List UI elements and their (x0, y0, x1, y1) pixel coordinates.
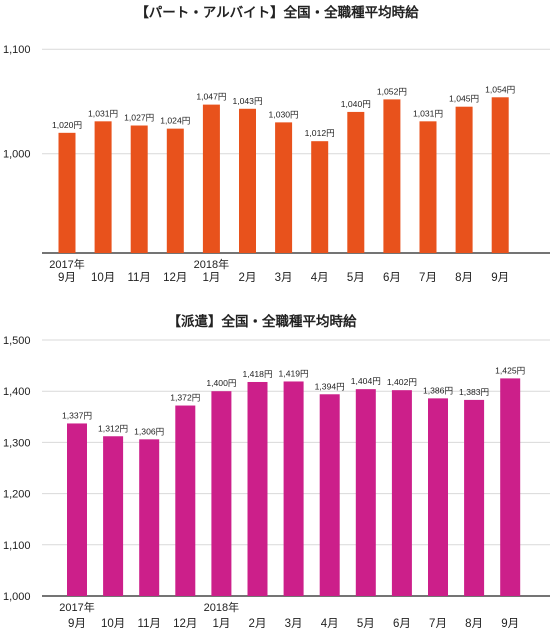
data-label: 1,418円 (242, 369, 272, 379)
bar (428, 398, 448, 596)
year-label: 2017年 (59, 600, 94, 614)
x-tick-label: 6月 (393, 618, 411, 630)
bar (103, 436, 124, 596)
y-tick-label: 1,000 (3, 149, 31, 161)
x-tick-label: 2月 (239, 272, 257, 284)
x-tick-label: 11月 (127, 272, 150, 284)
x-tick-label: 11月 (137, 618, 160, 630)
y-tick-label: 1,000 (3, 591, 31, 603)
data-label: 1,031円 (88, 108, 118, 118)
y-tick-label: 1,400 (3, 386, 31, 398)
bar (283, 381, 304, 596)
x-tick-label: 2月 (249, 618, 267, 630)
x-tick-label: 9月 (491, 272, 509, 284)
x-tick-label: 5月 (357, 618, 375, 630)
y-tick-label: 1,100 (3, 540, 31, 552)
x-tick-label: 8月 (455, 272, 473, 284)
data-label: 1,419円 (279, 368, 309, 378)
data-label: 1,024円 (160, 116, 190, 126)
data-label: 1,045円 (449, 94, 479, 104)
bar (355, 389, 376, 596)
y-tick-label: 1,200 (3, 489, 31, 501)
data-label: 1,043円 (232, 96, 262, 106)
bar (455, 106, 473, 253)
data-label: 1,030円 (269, 109, 299, 119)
bar (166, 128, 184, 253)
bar (130, 125, 148, 253)
data-label: 1,040円 (341, 99, 371, 109)
bar (247, 381, 268, 596)
x-tick-label: 12月 (173, 618, 197, 630)
bar (211, 391, 232, 596)
x-tick-label: 9月 (58, 272, 76, 284)
data-label: 1,306円 (134, 426, 164, 436)
data-label: 1,372円 (170, 393, 200, 403)
year-label: 2017年 (49, 257, 84, 271)
bar (491, 97, 509, 253)
data-label: 1,404円 (351, 376, 381, 386)
data-label: 1,054円 (485, 84, 515, 94)
chart-title: 【派遣】全国・全職種平均時給 (168, 313, 357, 330)
data-label: 1,337円 (62, 410, 92, 420)
data-label: 1,383円 (459, 387, 489, 397)
bar (239, 108, 256, 253)
bar (500, 378, 521, 596)
x-tick-label: 3月 (285, 618, 303, 630)
bar (419, 121, 437, 253)
bar (94, 121, 112, 253)
chart-title: 【パート・アルバイト】全国・全職種平均時給 (135, 4, 419, 21)
x-tick-label: 9月 (68, 618, 86, 630)
bar (383, 99, 401, 253)
x-tick-label: 12月 (163, 272, 187, 284)
x-tick-label: 7月 (419, 272, 437, 284)
data-label: 1,394円 (315, 381, 345, 391)
x-tick-label: 4月 (321, 618, 339, 630)
y-tick-label: 1,500 (3, 335, 31, 347)
year-label: 2018年 (194, 257, 229, 271)
x-tick-label: 1月 (212, 618, 230, 630)
data-label: 1,425円 (495, 365, 525, 375)
x-tick-label: 4月 (311, 272, 329, 284)
x-tick-label: 5月 (347, 272, 365, 284)
bar (202, 104, 220, 253)
x-tick-label: 3月 (275, 272, 293, 284)
x-tick-label: 7月 (429, 618, 447, 630)
data-label: 1,312円 (98, 423, 128, 433)
x-tick-label: 6月 (383, 272, 401, 284)
data-label: 1,052円 (377, 86, 407, 96)
y-tick-label: 1,100 (3, 44, 31, 56)
data-label: 1,402円 (387, 377, 417, 387)
x-tick-label: 10月 (101, 618, 125, 630)
data-label: 1,047円 (196, 92, 226, 102)
x-tick-label: 8月 (465, 618, 483, 630)
x-tick-label: 9月 (501, 618, 519, 630)
x-tick-label: 10月 (91, 272, 115, 284)
bar (139, 439, 160, 596)
data-label: 1,020円 (52, 120, 82, 130)
bar (175, 405, 196, 596)
bar (464, 399, 485, 596)
year-label: 2018年 (204, 600, 239, 614)
data-label: 1,027円 (124, 113, 154, 123)
bar (347, 111, 365, 253)
bar (275, 122, 293, 253)
data-label: 1,400円 (206, 378, 236, 388)
bar (67, 423, 87, 596)
x-tick-label: 1月 (202, 272, 220, 284)
data-label: 1,386円 (423, 385, 453, 395)
bar (311, 141, 329, 253)
data-label: 1,031円 (413, 108, 443, 118)
y-tick-label: 1,300 (3, 437, 31, 449)
bar (391, 390, 412, 596)
data-label: 1,012円 (305, 128, 335, 138)
bar (58, 132, 76, 253)
bar (319, 394, 340, 596)
